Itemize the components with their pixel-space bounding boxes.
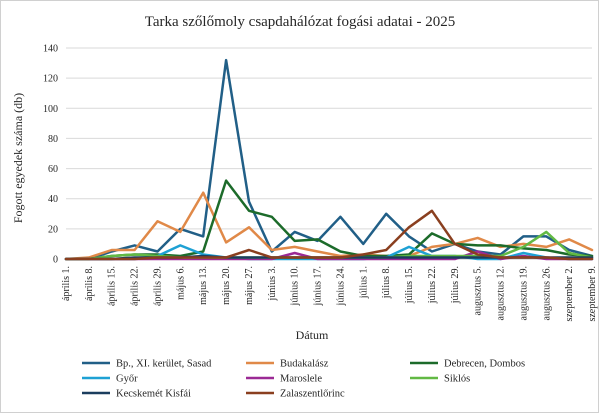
x-tick-label: május 6. [175,266,186,300]
chart-title: Tarka szőlőmoly csapdahálózat fogási ada… [145,14,456,30]
legend-label: Zalaszentlőrinc [280,389,345,400]
legend-label: Bp., XI. kerület, Sasad [116,359,212,370]
x-tick-label: július 1. [358,266,369,299]
y-tick-label: 80 [48,134,58,145]
x-tick-label: május 20. [221,266,232,305]
y-axis-label: Fogott egyedek száma (db) [11,93,25,223]
x-tick-label: július 29. [450,266,461,304]
series-line [64,209,594,261]
x-tick-label: július 22. [427,266,438,304]
y-tick-label: 140 [43,44,58,55]
series-line [64,58,594,261]
x-tick-label: június 17. [313,266,324,306]
y-axis-ticks: 0 20 40 60 80 100 120 140 [43,44,58,266]
legend-label: Győr [116,374,138,385]
x-tick-label: augusztus 5. [473,266,484,315]
legend-label: Maroslele [280,374,322,385]
x-tick-label: augusztus 12. [496,266,507,320]
y-tick-label: 60 [48,164,58,175]
legend-label: Debrecen, Dombos [444,359,525,370]
y-tick-label: 120 [43,74,58,85]
legend-label: Budakalász [280,359,329,370]
x-tick-label: április 1. [61,266,72,301]
x-tick-label: április 22. [130,266,141,306]
y-tick-label: 40 [48,194,58,205]
x-tick-label: április 15. [107,266,118,306]
series-lines [64,58,594,261]
x-tick-label: június 10. [290,266,301,306]
x-tick-label: augusztus 19. [518,266,529,320]
x-tick-label: július 15. [404,266,415,304]
legend: Bp., XI. kerület, Sasad Budakalász Debrece… [82,359,525,400]
x-tick-label: augusztus 26. [541,266,552,320]
x-tick-label: július 8. [381,266,392,299]
y-tick-label: 0 [53,255,58,266]
x-axis-label: Dátum [296,328,329,342]
x-tick-label: szeptember 2. [564,266,575,322]
x-tick-label: szeptember 9. [587,266,598,322]
x-axis-ticks: április 1. április 8. április 15. április 2… [61,266,598,322]
x-tick-label: április 29. [152,266,163,306]
x-tick-label: június 24. [335,266,346,306]
y-tick-label: 100 [43,104,58,115]
legend-label: Siklós [444,374,470,385]
x-tick-label: május 27. [244,266,255,305]
x-tick-label: május 13. [198,266,209,305]
y-tick-label: 20 [48,224,58,235]
legend-label: Kecskemét Kisfái [116,389,191,400]
x-tick-label: június 3. [267,266,278,301]
x-tick-label: április 8. [84,266,95,301]
